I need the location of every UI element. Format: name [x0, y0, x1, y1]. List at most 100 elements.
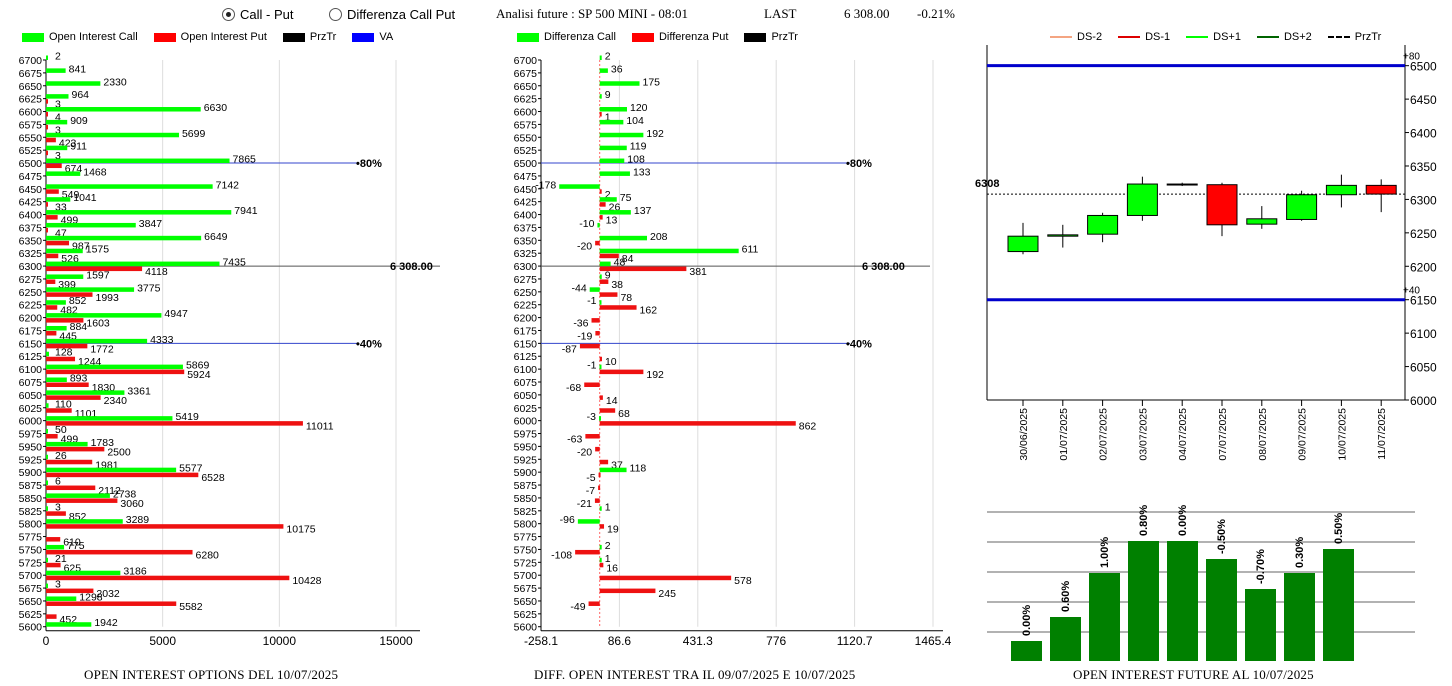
diff-put-label: -20: [577, 446, 592, 458]
diff-put-label: 78: [620, 292, 632, 304]
call-bar: [46, 210, 232, 215]
diff-put-bar: [575, 549, 600, 555]
diff-call-bar: [599, 261, 611, 267]
strike-label: 6475: [19, 171, 43, 183]
diff-call-label: -1: [587, 360, 596, 372]
put-bar: [46, 253, 59, 259]
diff-put-label: 1: [605, 112, 611, 124]
diff-put-bar: [599, 575, 732, 581]
put-value-label: 3: [55, 150, 61, 162]
date-label: 07/07/2025: [1217, 408, 1229, 461]
date-label: 04/07/2025: [1177, 408, 1189, 461]
put-value-label: 6528: [201, 472, 225, 484]
diff-put-label: -5: [586, 472, 595, 484]
legend-label: DS-1: [1145, 31, 1171, 43]
diff-call-label: 120: [630, 102, 648, 114]
call-bar: [46, 364, 183, 370]
diff-put-bar: [595, 446, 600, 452]
strike-label: 6350: [514, 235, 538, 247]
call-value-label: 884: [70, 321, 88, 333]
strike-label: 6150: [19, 338, 43, 350]
diff-call-label: 48: [614, 257, 626, 269]
diff-call-bar: [599, 94, 602, 99]
call-bar: [46, 81, 101, 86]
future-oi-label: -0.50%: [1216, 519, 1228, 554]
radio-differenza[interactable]: Differenza Call Put: [329, 7, 455, 22]
legend-label: Differenza Put: [658, 31, 729, 43]
strike-label: 5650: [514, 596, 538, 608]
diff-call-label: 9: [605, 269, 611, 281]
diff-call-bar: [599, 158, 625, 164]
diff-put-bar: [599, 421, 796, 426]
diff-put-label: 14: [606, 395, 618, 407]
x-tick-label: 1120.7: [837, 634, 873, 648]
put-bar: [46, 498, 118, 503]
diff-call-label: 118: [630, 463, 647, 475]
future-oi-label: 0.00%: [1021, 605, 1033, 636]
put-bar: [46, 330, 57, 336]
strike-label: 6000: [19, 416, 43, 428]
strike-label: 5925: [514, 454, 538, 466]
diff-put-bar: [599, 459, 609, 465]
radio-call-put[interactable]: Call - Put: [222, 7, 293, 22]
put-bar: [46, 240, 70, 246]
call-bar: [46, 107, 201, 112]
strike-label: 6425: [514, 197, 538, 209]
diff-call-label: -10: [579, 218, 594, 230]
future-oi-bar: [1167, 541, 1198, 661]
y-tick-label: 6400: [1410, 127, 1437, 141]
diff-call-bar: [599, 145, 627, 151]
diff-call-bar: [599, 364, 602, 370]
strike-label: 6200: [19, 313, 43, 325]
put-bar: [46, 575, 290, 581]
put-bar: [46, 202, 48, 207]
call-bar: [46, 480, 48, 486]
strike-label: 6525: [514, 145, 538, 157]
strike-label: 6375: [514, 222, 538, 234]
legend-label: VA: [379, 31, 394, 43]
strike-label: 5775: [514, 532, 538, 544]
call-value-label: 2330: [103, 76, 127, 88]
strike-label: 5600: [19, 622, 43, 634]
strike-label: 6325: [514, 248, 538, 260]
x-tick-label: 776: [766, 634, 786, 648]
call-bar: [46, 145, 68, 151]
call-bar: [46, 171, 81, 176]
strike-label: 6650: [514, 81, 538, 93]
date-label: 01/07/2025: [1058, 408, 1070, 461]
call-value-label: 3775: [137, 282, 161, 294]
put-bar: [46, 511, 66, 516]
put-bar: [46, 137, 56, 143]
put-value-label: 6280: [196, 549, 220, 561]
strike-label: 5650: [19, 596, 43, 608]
diff-call-label: 1: [605, 553, 611, 565]
x-tick-label: 15000: [379, 634, 413, 648]
future-oi-bar: [1323, 549, 1354, 661]
call-value-label: 5869: [186, 360, 210, 372]
call-bar: [46, 158, 230, 164]
call-bar: [46, 132, 179, 138]
call-value-label: 128: [55, 347, 73, 359]
strike-label: 6650: [19, 81, 43, 93]
future-oi-bar: [1050, 617, 1081, 661]
strike-label: 6600: [514, 107, 538, 119]
strike-label: 5700: [19, 570, 43, 582]
diff-call-label: -96: [560, 514, 575, 526]
candle-body: [1047, 234, 1079, 237]
strike-label: 6125: [19, 351, 43, 363]
strike-label: 6550: [514, 132, 538, 144]
diff-call-bar: [599, 107, 627, 112]
put-value-label: 11011: [306, 421, 334, 433]
diff-call-label: 104: [626, 115, 644, 127]
strike-label: 5975: [19, 429, 43, 441]
strike-label: 6475: [514, 171, 538, 183]
call-bar: [46, 596, 77, 601]
call-bar: [46, 493, 110, 498]
diff-put-bar: [599, 266, 687, 272]
diff-call-label: 119: [630, 141, 647, 153]
diff-put-bar: [595, 330, 600, 336]
call-value-label: 3: [55, 501, 61, 513]
diff-call-label: 108: [627, 154, 645, 166]
legend-diff: Differenza Call Differenza Put PrzTr: [517, 31, 814, 43]
chart-title-diff: DIFF. OPEN INTEREST TRA IL 09/07/2025 E …: [534, 667, 856, 682]
